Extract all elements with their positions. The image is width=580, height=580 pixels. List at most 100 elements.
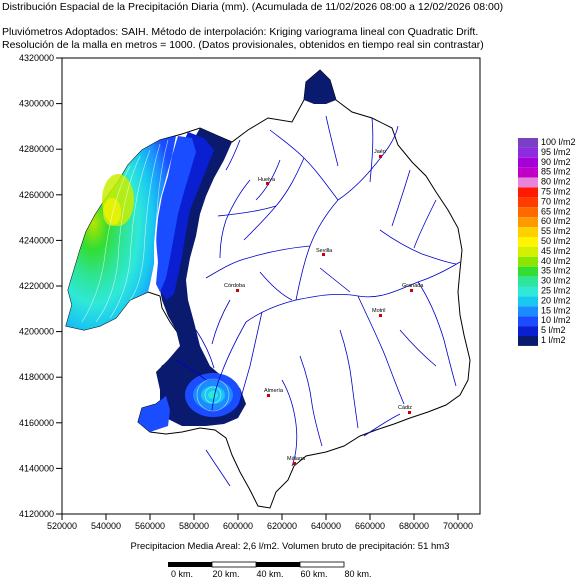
legend-label: 1 l/m2 bbox=[541, 335, 566, 345]
legend-label: 45 l/m2 bbox=[541, 246, 571, 256]
x-tick-label: 700000 bbox=[443, 521, 473, 531]
legend-label: 10 l/m2 bbox=[541, 315, 571, 325]
x-tick-label: 540000 bbox=[91, 521, 121, 531]
legend-swatch bbox=[518, 336, 538, 346]
town-label-malaga: Málaga bbox=[287, 456, 306, 462]
legend-swatch bbox=[518, 296, 538, 307]
legend-label: 60 l/m2 bbox=[541, 216, 571, 226]
town-marker-granada bbox=[410, 289, 413, 292]
x-tick-label: 520000 bbox=[47, 521, 77, 531]
legend-swatch bbox=[518, 187, 538, 198]
x-tick-label: 680000 bbox=[399, 521, 429, 531]
legend-swatch bbox=[518, 147, 538, 158]
legend-label: 40 l/m2 bbox=[541, 256, 571, 266]
method-description: Pluviómetros Adoptados: SAIH. Método de … bbox=[2, 26, 479, 38]
scale-label: 80 km. bbox=[344, 569, 371, 579]
legend-swatch bbox=[518, 276, 538, 287]
precip-zone-nw bbox=[66, 136, 176, 330]
y-tick-label: 4260000 bbox=[19, 190, 54, 200]
town-marker-almeria bbox=[267, 394, 270, 397]
x-tick-label: 620000 bbox=[267, 521, 297, 531]
scale-segment bbox=[299, 561, 345, 568]
town-markers: Jaén Huelva Córdoba Sevilla Granada Motr… bbox=[224, 149, 424, 465]
scale-segment bbox=[256, 562, 300, 567]
scale-label: 60 km. bbox=[300, 569, 327, 579]
legend-label: 85 l/m2 bbox=[541, 167, 571, 177]
legend-label: 30 l/m2 bbox=[541, 276, 571, 286]
town-label-huelva: Huelva bbox=[258, 177, 276, 183]
legend-label: 20 l/m2 bbox=[541, 295, 571, 305]
scale-label: 20 km. bbox=[212, 569, 239, 579]
precip-zone-10 bbox=[156, 136, 196, 292]
precip-zone-sw bbox=[138, 396, 170, 432]
x-axis: 520000 540000 560000 580000 600000 62000… bbox=[47, 514, 473, 531]
legend-label: 25 l/m2 bbox=[541, 286, 571, 296]
town-label-sevilla: Sevilla bbox=[316, 248, 333, 254]
x-tick-label: 580000 bbox=[179, 521, 209, 531]
y-tick-label: 4300000 bbox=[19, 99, 54, 109]
town-marker-jaen bbox=[379, 155, 382, 158]
legend-swatch bbox=[518, 306, 538, 317]
scale-label: 0 km. bbox=[171, 569, 193, 579]
legend-swatch bbox=[518, 246, 538, 257]
precip-zone-ne bbox=[304, 70, 336, 104]
town-marker-cordoba bbox=[236, 289, 239, 292]
town-label-jaen: Jaén bbox=[374, 149, 386, 155]
legend-swatch bbox=[518, 227, 538, 237]
town-label-motril: Motril bbox=[372, 308, 385, 314]
legend-label: 95 l/m2 bbox=[541, 147, 571, 157]
y-tick-label: 4120000 bbox=[19, 509, 54, 519]
legend-label: 50 l/m2 bbox=[541, 236, 571, 246]
map-title: Distribución Espacial de la Precipitació… bbox=[2, 1, 504, 13]
legend-label: 65 l/m2 bbox=[541, 206, 571, 216]
scale-bar: 0 km. 20 km. 40 km. 60 km. 80 km. bbox=[168, 561, 372, 579]
resolution-description: Resolución de la malla en metros = 1000.… bbox=[2, 39, 484, 51]
legend-swatch bbox=[518, 316, 538, 327]
legend-swatch bbox=[518, 177, 538, 188]
legend-label: 100 l/m2 bbox=[541, 137, 576, 147]
legend-swatch bbox=[518, 266, 538, 277]
legend-swatch bbox=[518, 207, 538, 218]
town-label-granada: Granada bbox=[402, 283, 424, 289]
precipitation-summary: Precipitacion Media Areal: 2,6 l/m2. Vol… bbox=[130, 541, 450, 552]
y-tick-label: 4220000 bbox=[19, 281, 54, 291]
legend-swatch bbox=[518, 256, 538, 267]
x-tick-label: 600000 bbox=[223, 521, 253, 531]
river-network bbox=[175, 115, 461, 487]
legend-swatch bbox=[518, 157, 538, 168]
legend-label: 55 l/m2 bbox=[541, 226, 571, 236]
legend-label: 90 l/m2 bbox=[541, 157, 571, 167]
x-tick-label: 640000 bbox=[311, 521, 341, 531]
legend-label: 35 l/m2 bbox=[541, 266, 571, 276]
town-marker-cadiz bbox=[408, 411, 411, 414]
y-tick-label: 4180000 bbox=[19, 372, 54, 382]
legend-swatch bbox=[518, 326, 538, 336]
legend-swatch bbox=[518, 138, 538, 148]
y-axis: 4320000 4300000 4280000 4260000 4240000 … bbox=[19, 53, 62, 519]
x-tick-label: 660000 bbox=[355, 521, 385, 531]
legend-label: 70 l/m2 bbox=[541, 196, 571, 206]
town-label-cordoba: Córdoba bbox=[224, 283, 246, 289]
legend-swatch bbox=[518, 217, 538, 228]
precip-core-peak bbox=[103, 198, 121, 226]
town-marker-sevilla bbox=[322, 253, 325, 256]
town-marker-malaga bbox=[293, 462, 296, 465]
legend-label: 80 l/m2 bbox=[541, 177, 571, 187]
town-label-almeria: Almería bbox=[264, 388, 284, 394]
y-tick-label: 4280000 bbox=[19, 144, 54, 154]
x-tick-label: 560000 bbox=[135, 521, 165, 531]
y-tick-label: 4240000 bbox=[19, 235, 54, 245]
y-tick-label: 4160000 bbox=[19, 418, 54, 428]
legend-swatch bbox=[518, 197, 538, 208]
y-tick-label: 4140000 bbox=[19, 463, 54, 473]
precip-zone-5 bbox=[160, 132, 214, 300]
town-marker-motril bbox=[379, 314, 382, 317]
y-tick-label: 4320000 bbox=[19, 53, 54, 63]
legend-swatch bbox=[518, 167, 538, 178]
legend-label: 15 l/m2 bbox=[541, 305, 571, 315]
scale-segment bbox=[211, 561, 257, 568]
scale-segment bbox=[168, 562, 212, 567]
legend-swatch bbox=[518, 286, 538, 297]
